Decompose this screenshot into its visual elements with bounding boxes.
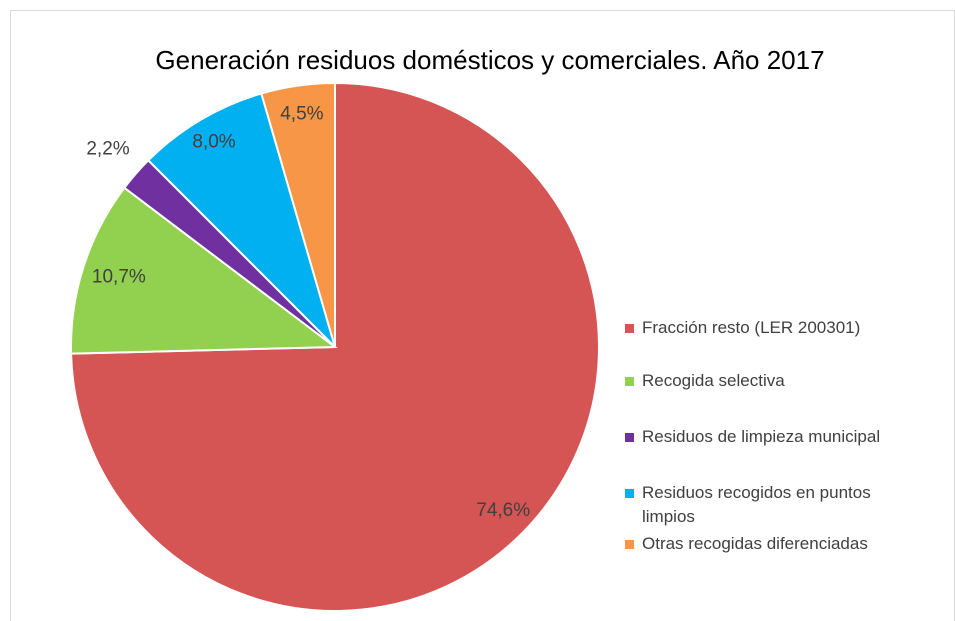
pie-slice xyxy=(70,186,338,355)
legend-label: Otras recogidas diferenciadas xyxy=(642,534,868,553)
legend-label: Fracción resto (LER 200301) xyxy=(642,318,861,337)
chart-title: Generación residuos domésticos y comerci… xyxy=(155,45,824,75)
legend-item: Otras recogidas diferenciadas xyxy=(625,532,917,556)
legend-swatch xyxy=(625,433,634,442)
legend-swatch xyxy=(625,324,634,333)
legend-swatch xyxy=(625,489,634,498)
legend-item: Recogida selectiva xyxy=(625,369,917,393)
data-label: 8,0% xyxy=(192,132,235,153)
legend-label: Residuos recogidos en puntos limpios xyxy=(642,483,871,526)
legend-swatch xyxy=(625,540,634,549)
data-label: 4,5% xyxy=(280,103,323,124)
legend-label: Recogida selectiva xyxy=(642,371,785,390)
legend-swatch xyxy=(625,377,634,386)
pie-slice xyxy=(260,81,336,348)
legend-item: Fracción resto (LER 200301) xyxy=(625,316,917,340)
data-label: 2,2% xyxy=(86,138,129,159)
data-label: 74,6% xyxy=(476,500,530,521)
legend-label: Residuos de limpieza municipal xyxy=(642,427,881,446)
legend-item: Residuos recogidos en puntos limpios xyxy=(625,481,917,529)
legend-item: Residuos de limpieza municipal xyxy=(625,425,917,449)
pie-slice xyxy=(146,92,336,348)
data-label: 10,7% xyxy=(92,267,146,288)
